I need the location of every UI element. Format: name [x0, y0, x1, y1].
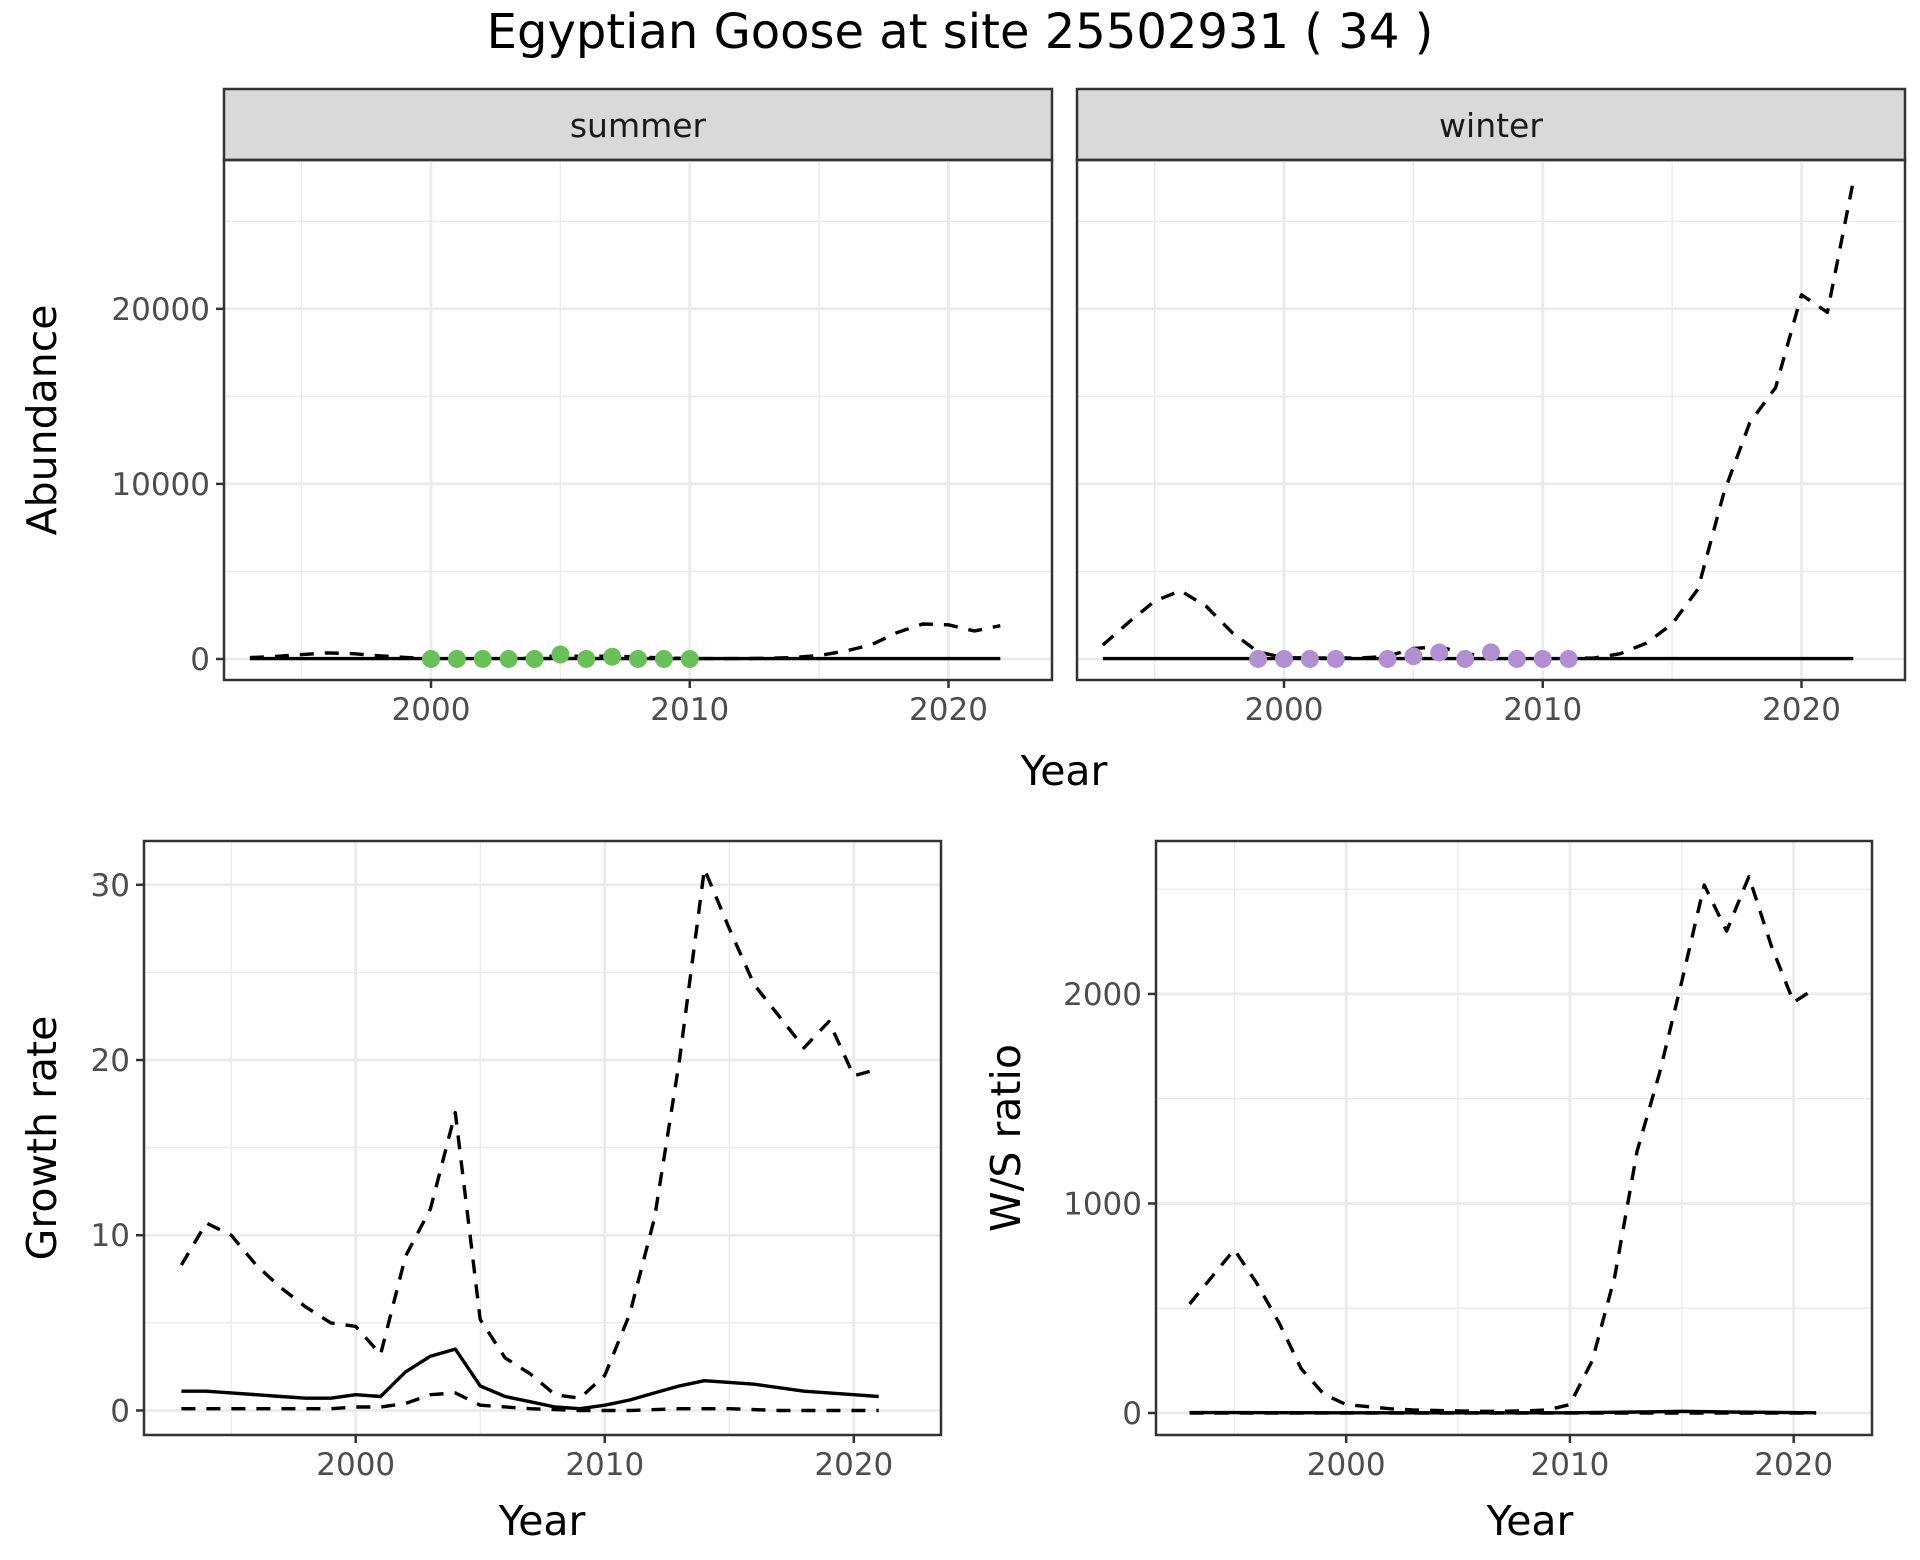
summer-panel-border — [222, 158, 1054, 682]
winter-data-point — [1430, 643, 1449, 662]
summer-strip-label: summer — [570, 106, 707, 145]
growth-rate-x-axis-label: Year — [498, 1497, 586, 1545]
winter-panel: 2000 2010 2020 — [1075, 158, 1907, 728]
winter-strip-label: winter — [1439, 106, 1543, 145]
summer-x-tick-label: 2020 — [909, 692, 988, 728]
summer-x-tick-label: 2010 — [650, 692, 729, 728]
winter-data-point — [1507, 649, 1526, 668]
figure-title: Egyptian Goose at site 25502931 ( 34 ) — [487, 4, 1434, 60]
growth-rate-x-tick-label: 2000 — [316, 1447, 395, 1483]
ws-ratio-y-tick-label: 0 — [1122, 1396, 1142, 1432]
winter-data-point — [1404, 647, 1423, 666]
winter-series-line-1 — [1101, 180, 1855, 661]
ws-ratio-y-tick-label: 2000 — [1063, 977, 1142, 1013]
ws-ratio-panel-border — [1154, 839, 1874, 1437]
growth-rate-series-line-0 — [181, 1347, 879, 1411]
winter-data-point — [1482, 643, 1500, 662]
winter-data-point — [1300, 649, 1319, 668]
summer-y-tick-label: 0 — [190, 642, 210, 678]
winter-data-point — [1559, 649, 1578, 668]
summer-data-point — [680, 649, 699, 668]
ws-ratio-y-tick-label: 1000 — [1063, 1186, 1142, 1222]
summer-data-point — [551, 645, 570, 664]
ws-ratio-x-tick-label: 2000 — [1307, 1447, 1386, 1483]
summer-data-point — [654, 649, 673, 668]
winter-x-tick-label: 2010 — [1503, 692, 1582, 728]
growth-rate-x-tick-label: 2010 — [565, 1447, 644, 1483]
growth-rate-y-tick-label: 0 — [110, 1393, 130, 1429]
growth-rate-y-tick-label: 20 — [91, 1043, 130, 1079]
ws-ratio-x-tick-label: 2020 — [1754, 1447, 1833, 1483]
growth-rate-panel-border — [142, 839, 943, 1437]
summer-strip — [222, 87, 1054, 162]
summer-data-point — [447, 649, 466, 668]
winter-data-point — [1456, 649, 1475, 668]
summer-data-point — [525, 649, 544, 668]
growth-rate-y-axis-label: Growth rate — [18, 1016, 66, 1261]
summer-data-point — [603, 647, 622, 666]
growth-rate-x-tick-label: 2020 — [814, 1447, 893, 1483]
summer-series-line-1 — [249, 622, 1001, 661]
winter-x-tick-label: 2020 — [1762, 692, 1841, 728]
ws-ratio-panel: 2000 2010 2020 0 1000 2000 — [1063, 839, 1874, 1483]
winter-data-point — [1378, 649, 1397, 668]
abundance-y-axis-label: Abundance — [18, 305, 66, 536]
summer-data-point — [473, 649, 492, 668]
ws-ratio-x-tick-label: 2010 — [1530, 1447, 1609, 1483]
winter-panel-border — [1075, 158, 1907, 682]
growth-rate-series-line-1 — [179, 867, 880, 1400]
summer-data-point — [499, 649, 518, 668]
winter-data-point — [1533, 649, 1552, 668]
winter-data-point — [1326, 649, 1345, 668]
summer-data-point — [577, 649, 596, 668]
winter-x-tick-label: 2000 — [1245, 692, 1324, 728]
summer-data-point — [629, 649, 647, 668]
ws-ratio-series-line-1 — [1188, 874, 1818, 1413]
facet-x-axis-label: Year — [1020, 747, 1108, 795]
growth-rate-series-line-2 — [181, 1391, 879, 1413]
ws-ratio-y-axis-label: W/S ratio — [982, 1044, 1030, 1232]
winter-data-point — [1275, 649, 1293, 668]
summer-y-tick-label: 20000 — [111, 292, 210, 328]
ws-ratio-x-axis-label: Year — [1486, 1497, 1574, 1545]
growth-rate-y-tick-label: 30 — [91, 868, 130, 904]
summer-data-point — [422, 649, 440, 668]
summer-y-tick-label: 10000 — [111, 467, 210, 503]
summer-x-tick-label: 2000 — [392, 692, 471, 728]
growth-rate-panel: 2000 2010 2020 0 10 20 30 — [91, 839, 943, 1483]
winter-strip — [1075, 87, 1907, 162]
growth-rate-y-tick-label: 10 — [91, 1218, 130, 1254]
winter-data-point — [1249, 649, 1268, 668]
summer-panel: 2000 2010 2020 0 10000 20000 — [111, 158, 1054, 728]
